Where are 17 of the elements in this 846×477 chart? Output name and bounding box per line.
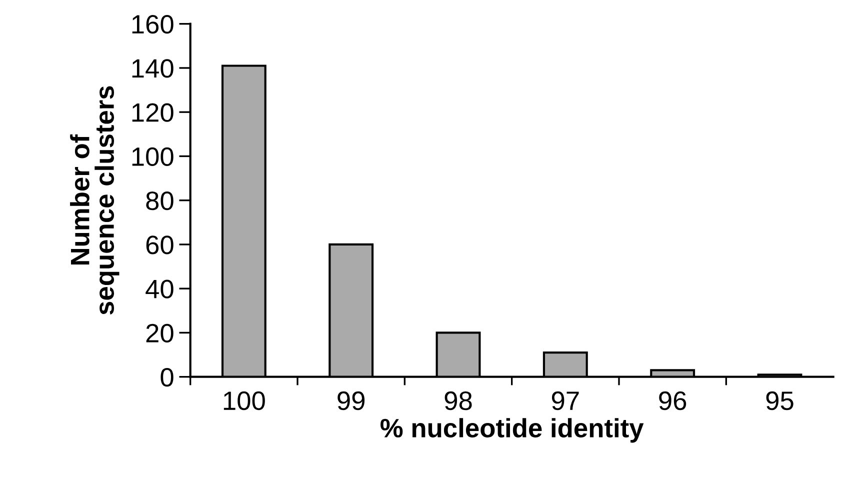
y-tick-label: 60 <box>146 236 174 254</box>
x-tick-label: 95 <box>766 391 794 410</box>
y-tick-label: 80 <box>146 191 174 210</box>
x-tick-label: 100 <box>224 391 265 410</box>
y-tick-label: 100 <box>132 147 174 166</box>
y-tick-label: 120 <box>132 103 174 122</box>
y-tick-label: 40 <box>146 280 174 298</box>
x-axis-title: % nucleotide identity <box>380 418 644 443</box>
y-tick-label: 140 <box>132 59 174 78</box>
y-tick-label: 20 <box>146 324 174 343</box>
y-tick-label: 0 <box>160 368 174 387</box>
x-tick-label: 96 <box>659 391 686 410</box>
y-tick-label: 160 <box>132 14 174 34</box>
x-tick-label: 98 <box>444 391 472 410</box>
x-tick-label: 99 <box>338 391 365 410</box>
x-tick-label: 97 <box>552 391 579 410</box>
y-axis-title: Number of sequence clusters <box>70 86 120 315</box>
